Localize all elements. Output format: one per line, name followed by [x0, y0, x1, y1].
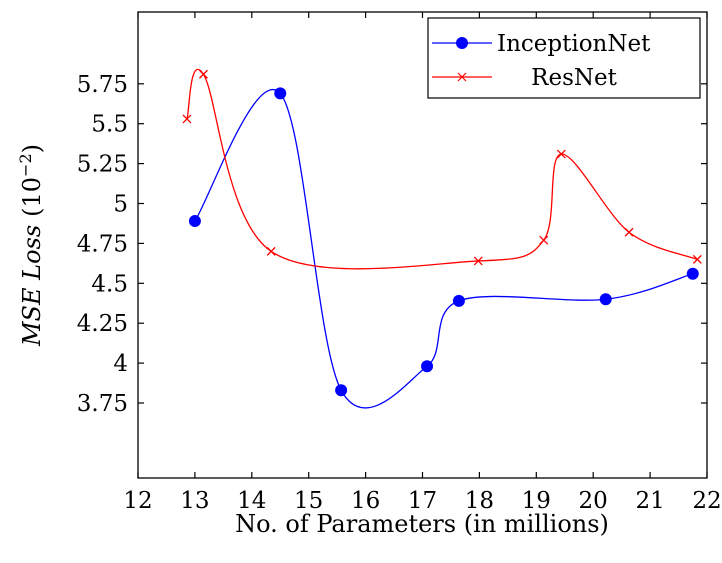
- x-tick-label: 15: [294, 488, 323, 514]
- series-layer: [182, 69, 702, 409]
- data-point-resnet: [692, 254, 702, 264]
- data-point-resnet: [266, 246, 276, 256]
- data-point-resnet: [182, 114, 192, 124]
- y-tick-label: 5: [113, 192, 128, 218]
- y-tick-label: 5.5: [91, 112, 128, 138]
- x-tick-label: 21: [635, 488, 664, 514]
- x-tick-label: 22: [692, 488, 721, 514]
- x-tick-label: 13: [180, 488, 209, 514]
- data-point-resnet: [556, 149, 566, 159]
- y-tick-label: 3.75: [77, 391, 128, 417]
- y-tick-label: 5.75: [77, 72, 128, 98]
- series-line-inceptionnet: [194, 89, 693, 409]
- series-resnet: [182, 69, 702, 270]
- x-tick-label: 19: [522, 488, 551, 514]
- legend-resnet-marker: [457, 72, 467, 82]
- legend-resnet-label: ResNet: [531, 65, 617, 91]
- series-line-resnet: [186, 69, 698, 270]
- data-point-inceptionnet: [599, 293, 612, 306]
- legend-inceptionnet-label: InceptionNet: [497, 31, 651, 57]
- y-tick-label: 4.75: [77, 231, 128, 257]
- series-inceptionnet: [188, 87, 699, 409]
- data-point-resnet: [624, 227, 634, 237]
- y-axis: 3.75 4 4.25 4.5 4.75 5 5.25 5.5 5.75: [77, 72, 707, 417]
- legend-box: [427, 17, 701, 99]
- x-tick-label: 18: [465, 488, 494, 514]
- data-point-inceptionnet: [421, 360, 434, 373]
- y-axis-label-exponent: −2: [16, 153, 35, 177]
- data-point-inceptionnet: [686, 267, 699, 280]
- legend: InceptionNet ResNet: [427, 17, 701, 99]
- x-tick-label: 16: [351, 488, 380, 514]
- data-point-inceptionnet: [188, 215, 201, 228]
- y-axis-label-italic: MSE Loss: [18, 225, 46, 347]
- x-tick-label: 14: [237, 488, 266, 514]
- x-tick-label: 17: [408, 488, 437, 514]
- y-axis-label-unit: (10: [18, 177, 46, 217]
- legend-inceptionnet-marker: [456, 37, 468, 49]
- data-point-inceptionnet: [335, 384, 348, 397]
- y-tick-label: 4: [113, 351, 128, 377]
- data-point-inceptionnet: [452, 294, 465, 307]
- x-tick-label: 12: [123, 488, 152, 514]
- data-point-inceptionnet: [274, 87, 287, 100]
- y-axis-label-close: ): [18, 144, 46, 153]
- y-tick-label: 4.5: [91, 271, 128, 297]
- y-tick-label: 5.25: [77, 152, 128, 178]
- data-point-resnet: [539, 235, 549, 245]
- y-tick-label: 4.25: [77, 311, 128, 337]
- y-axis-label: MSE Loss (10−2): [16, 144, 46, 347]
- data-point-resnet: [473, 256, 483, 266]
- x-axis-label: No. of Parameters (in millions): [235, 510, 609, 538]
- data-point-resnet: [198, 69, 208, 79]
- x-tick-label: 20: [579, 488, 608, 514]
- x-axis: 12 13 14 15 16 17 18 19 20 21 22: [123, 12, 722, 514]
